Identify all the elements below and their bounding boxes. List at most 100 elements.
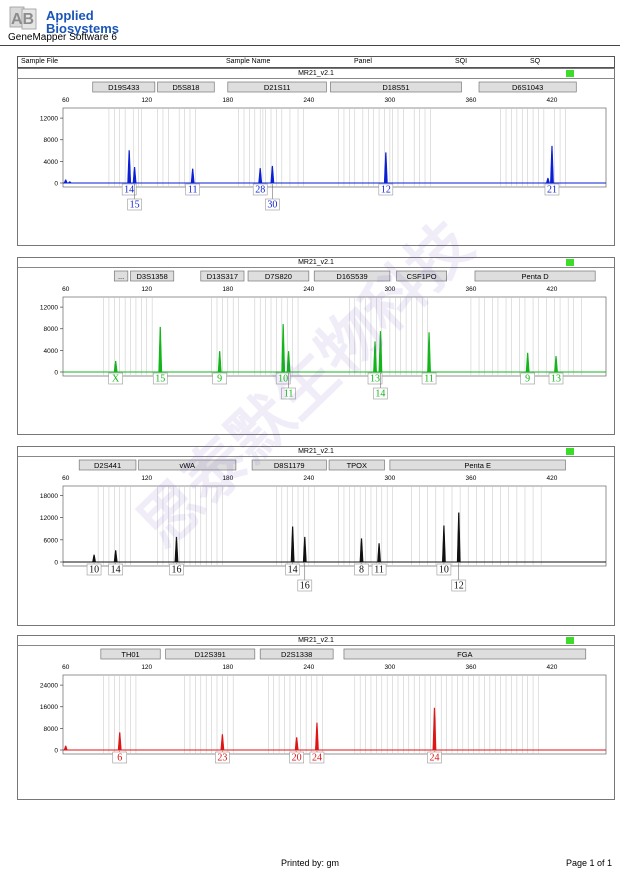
allele-call-label: 12 bbox=[454, 581, 464, 592]
signal-peak bbox=[220, 734, 225, 751]
x-tick-label: 240 bbox=[303, 475, 314, 482]
x-tick-label: 120 bbox=[141, 475, 152, 482]
locus-marker-box bbox=[389, 459, 566, 471]
allele-call-label: 10 bbox=[278, 374, 288, 385]
x-tick-label: 240 bbox=[303, 97, 314, 104]
plot-frame bbox=[62, 485, 607, 567]
allele-call-label: 13 bbox=[551, 374, 561, 385]
signal-peak bbox=[286, 351, 291, 373]
signal-peak bbox=[427, 332, 431, 373]
y-tick-label: 0 bbox=[54, 370, 58, 377]
allele-label-box bbox=[297, 579, 313, 592]
allele-label-box bbox=[265, 198, 280, 211]
locus-marker-box bbox=[113, 270, 129, 282]
signal-peak bbox=[554, 356, 558, 373]
header-panel: Panel bbox=[354, 58, 372, 65]
allele-call-label: 6 bbox=[117, 753, 122, 764]
sizing-quality-status-icon bbox=[566, 70, 574, 77]
signal-peak bbox=[377, 543, 381, 563]
locus-marker-label: TPOX bbox=[347, 461, 367, 470]
x-tick-label: 60 bbox=[62, 286, 70, 293]
locus-marker-box bbox=[200, 270, 245, 282]
allele-call-label: 12 bbox=[381, 185, 391, 196]
allele-label-box bbox=[427, 751, 442, 764]
signal-peak bbox=[456, 512, 461, 563]
plot-frame bbox=[62, 107, 607, 188]
sizing-quality-status-icon bbox=[566, 637, 574, 644]
printed-by: Printed by: gm bbox=[281, 858, 340, 868]
allele-call-label: 9 bbox=[525, 374, 530, 385]
x-tick-label: 180 bbox=[222, 664, 233, 671]
y-tick-label: 12000 bbox=[40, 116, 58, 123]
locus-marker-label: TH01 bbox=[121, 650, 139, 659]
locus-marker-label: Penta E bbox=[464, 461, 491, 470]
header-sample-file: Sample File bbox=[21, 58, 58, 65]
x-tick-label: 300 bbox=[384, 97, 395, 104]
electropherogram-panel-blue: MR21_v2.1 D19S433 D5S818 D21S11 D18S51 D6S10… bbox=[17, 68, 615, 246]
panel-title: MR21_v2.1 bbox=[18, 447, 614, 457]
signal-peak bbox=[270, 165, 275, 184]
signal-peak bbox=[113, 360, 118, 373]
page-number: Page 1 of 1 bbox=[566, 858, 613, 868]
allele-label-box bbox=[252, 183, 268, 196]
signal-peak bbox=[113, 550, 118, 563]
x-tick-label: 180 bbox=[222, 475, 233, 482]
x-tick-label: 300 bbox=[384, 286, 395, 293]
signal-peak bbox=[127, 150, 132, 184]
locus-marker-box bbox=[157, 81, 215, 93]
signal-peak bbox=[432, 707, 437, 751]
signal-peak bbox=[67, 181, 73, 184]
allele-label-box bbox=[281, 387, 296, 400]
signal-peak bbox=[441, 525, 446, 563]
electropherogram-black-chart: D2S441 vWA D8S1179 TPOX Penta E60 120 180 240 30… bbox=[40, 459, 607, 592]
y-tick-label: 8000 bbox=[44, 326, 59, 333]
x-tick-label: 120 bbox=[141, 664, 152, 671]
x-tick-label: 180 bbox=[222, 286, 233, 293]
x-tick-label: 60 bbox=[62, 97, 70, 104]
locus-marker-label: D12S391 bbox=[195, 650, 226, 659]
allele-label-box bbox=[152, 372, 168, 385]
allele-label-box bbox=[371, 563, 387, 576]
signal-peak bbox=[315, 722, 319, 751]
x-tick-label: 420 bbox=[547, 475, 558, 482]
electropherogram-green-chart: ... D3S1358 D13S317 D7S820 D16S539 CSF1PO Pent… bbox=[40, 270, 607, 400]
allele-call-label: 20 bbox=[292, 753, 302, 764]
locus-marker-box bbox=[259, 648, 334, 660]
y-tick-label: 18000 bbox=[40, 493, 58, 500]
signal-peak bbox=[174, 536, 179, 563]
brand-name-line2: Biosystems bbox=[46, 21, 119, 36]
electropherogram-panel-green: MR21_v2.1 ... D3S1358 D13S317 D7S820 D16S539… bbox=[17, 257, 615, 435]
allele-call-label: 28 bbox=[255, 185, 265, 196]
signal-peak bbox=[383, 152, 388, 184]
plot-frame bbox=[62, 296, 607, 377]
locus-marker-label: D13S317 bbox=[207, 272, 238, 281]
locus-marker-label: vWA bbox=[179, 461, 195, 470]
locus-marker-label: ... bbox=[118, 272, 124, 281]
panel-title: MR21_v2.1 bbox=[18, 69, 614, 79]
signal-peak bbox=[258, 168, 263, 184]
svg-text:AB: AB bbox=[11, 11, 34, 28]
allele-call-label: 16 bbox=[300, 581, 310, 592]
allele-label-box bbox=[421, 372, 437, 385]
allele-label-box bbox=[121, 183, 137, 196]
allele-label-box bbox=[112, 751, 128, 764]
signal-peak bbox=[359, 538, 364, 563]
allele-call-label: 8 bbox=[359, 565, 364, 576]
locus-marker-label: D7S820 bbox=[265, 272, 292, 281]
allele-label-box bbox=[108, 563, 123, 576]
y-tick-label: 8000 bbox=[44, 137, 59, 144]
header-sq: SQ bbox=[530, 58, 541, 65]
allele-call-label: 10 bbox=[89, 565, 99, 576]
locus-marker-label: D3S1358 bbox=[137, 272, 168, 281]
allele-label-box bbox=[378, 183, 394, 196]
locus-marker-box bbox=[330, 81, 462, 93]
locus-marker-label: D18S51 bbox=[382, 83, 409, 92]
allele-call-label: 16 bbox=[171, 565, 181, 576]
x-tick-label: 120 bbox=[141, 286, 152, 293]
allele-label-box bbox=[354, 563, 369, 576]
allele-call-label: 9 bbox=[217, 374, 222, 385]
allele-label-box bbox=[373, 387, 388, 400]
locus-marker-label: D5S818 bbox=[172, 83, 199, 92]
applied-biosystems-logo-icon: AB bbox=[9, 6, 37, 30]
locus-marker-box bbox=[130, 270, 175, 282]
